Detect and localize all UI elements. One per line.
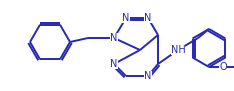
Text: N: N — [144, 71, 152, 81]
Text: N: N — [110, 33, 118, 43]
Text: O: O — [219, 62, 227, 72]
Text: NH: NH — [171, 45, 185, 55]
Text: N: N — [110, 59, 118, 69]
Text: N: N — [122, 13, 130, 23]
Text: N: N — [144, 13, 152, 23]
